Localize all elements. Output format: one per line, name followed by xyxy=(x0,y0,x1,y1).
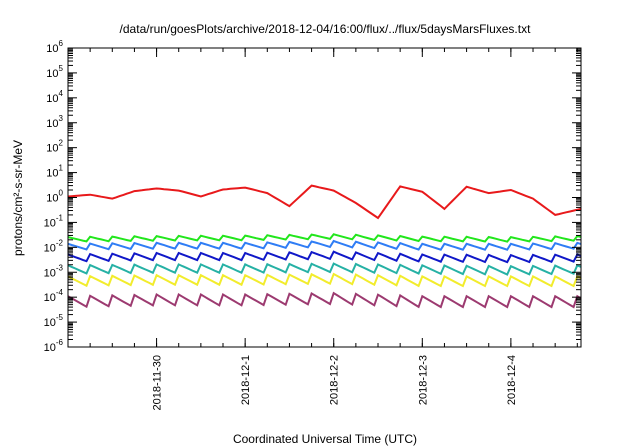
y-axis-label-text: protons/cm²-s-sr-MeV xyxy=(11,140,25,256)
y-tick-label: 10-6 xyxy=(44,338,64,354)
y-tick-exponent: 4 xyxy=(59,89,64,98)
y-tick-label: 105 xyxy=(46,64,63,80)
axes-layer: 10610510410310210110010-110-210-310-410-… xyxy=(44,39,582,410)
y-tick-exponent: -1 xyxy=(56,213,64,222)
x-tick-label: 2018-12-1 xyxy=(240,355,252,405)
x-tick-label: 2018-11-30 xyxy=(152,355,164,410)
y-tick-label: 10-4 xyxy=(44,288,64,304)
y-tick-label: 101 xyxy=(46,164,63,180)
chart-title: /data/run/goesPlots/archive/2018-12-04/1… xyxy=(120,22,532,36)
y-axis-label: protons/cm²-s-sr-MeV xyxy=(11,140,25,256)
x-tick-label: 2018-12-3 xyxy=(417,355,429,405)
y-tick-base: 10 xyxy=(44,242,56,254)
y-tick-exponent: -4 xyxy=(56,288,64,297)
y-tick-base: 10 xyxy=(46,43,58,55)
series-line-4 xyxy=(68,250,581,264)
y-tick-base: 10 xyxy=(46,68,58,80)
y-tick-base: 10 xyxy=(44,217,56,229)
y-tick-label: 100 xyxy=(46,189,63,205)
y-tick-label: 10-1 xyxy=(44,213,64,229)
plot-layer xyxy=(68,184,581,309)
y-tick-exponent: -6 xyxy=(56,338,64,347)
y-tick-exponent: 2 xyxy=(59,139,64,148)
plot-frame xyxy=(67,47,582,348)
y-tick-exponent: 0 xyxy=(59,189,64,198)
y-tick-label: 10-3 xyxy=(44,263,64,279)
y-tick-label: 102 xyxy=(46,139,63,155)
y-tick-label: 103 xyxy=(46,114,63,130)
y-tick-base: 10 xyxy=(46,143,58,155)
x-axis-label: Coordinated Universal Time (UTC) xyxy=(233,432,417,446)
x-tick-label: 2018-12-4 xyxy=(506,355,518,405)
series-line-6 xyxy=(68,272,581,288)
series-line-3 xyxy=(68,239,581,251)
y-tick-label: 104 xyxy=(46,89,63,105)
y-tick-label: 10-5 xyxy=(44,313,64,329)
series-line-1 xyxy=(68,184,581,220)
y-tick-label: 10-2 xyxy=(44,238,64,254)
y-tick-base: 10 xyxy=(46,168,58,180)
y-tick-exponent: -5 xyxy=(56,313,64,322)
y-tick-base: 10 xyxy=(44,342,56,354)
series-line-7 xyxy=(68,291,581,309)
y-tick-base: 10 xyxy=(44,292,56,304)
series-line-5 xyxy=(68,262,581,276)
x-tick-label: 2018-12-2 xyxy=(329,355,341,405)
y-tick-base: 10 xyxy=(46,118,58,130)
y-tick-exponent: 6 xyxy=(59,39,64,48)
y-tick-base: 10 xyxy=(46,93,58,105)
y-tick-base: 10 xyxy=(44,317,56,329)
y-tick-base: 10 xyxy=(44,267,56,279)
series-line-2 xyxy=(68,233,581,243)
y-tick-base: 10 xyxy=(46,193,58,205)
y-tick-exponent: 3 xyxy=(59,114,64,123)
y-tick-exponent: 1 xyxy=(59,164,64,173)
y-tick-label: 106 xyxy=(46,39,63,55)
y-tick-exponent: -2 xyxy=(56,238,64,247)
y-tick-exponent: -3 xyxy=(56,263,64,272)
y-tick-exponent: 5 xyxy=(59,64,64,73)
